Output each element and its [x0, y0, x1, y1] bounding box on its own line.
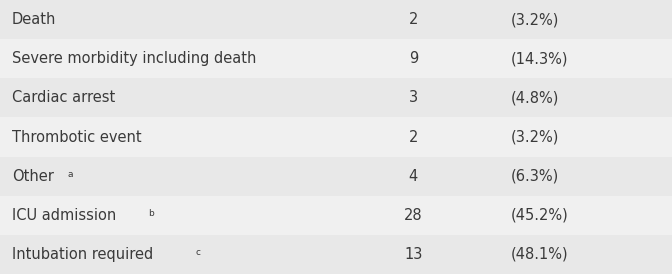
- Text: 28: 28: [404, 208, 423, 223]
- Bar: [0, 196, 672, 235]
- Text: (3.2%): (3.2%): [511, 130, 559, 144]
- Bar: [0, 156, 672, 196]
- Text: Death: Death: [12, 12, 56, 27]
- Text: (4.8%): (4.8%): [511, 90, 559, 105]
- Text: b: b: [148, 209, 154, 218]
- Text: Severe morbidity including death: Severe morbidity including death: [12, 51, 257, 66]
- Text: (14.3%): (14.3%): [511, 51, 569, 66]
- Text: 13: 13: [404, 247, 423, 262]
- Text: 2: 2: [409, 12, 418, 27]
- Text: 9: 9: [409, 51, 418, 66]
- Bar: [0, 0, 672, 39]
- Bar: [0, 118, 672, 156]
- Text: 4: 4: [409, 169, 418, 184]
- Text: Other: Other: [12, 169, 54, 184]
- Text: a: a: [67, 170, 73, 179]
- Text: (45.2%): (45.2%): [511, 208, 569, 223]
- Bar: [0, 235, 672, 274]
- Text: Thrombotic event: Thrombotic event: [12, 130, 142, 144]
- Text: 3: 3: [409, 90, 418, 105]
- Text: ICU admission: ICU admission: [12, 208, 116, 223]
- Text: (3.2%): (3.2%): [511, 12, 559, 27]
- Text: 2: 2: [409, 130, 418, 144]
- Text: Intubation required: Intubation required: [12, 247, 153, 262]
- Text: (48.1%): (48.1%): [511, 247, 569, 262]
- Bar: [0, 39, 672, 78]
- Bar: [0, 78, 672, 118]
- Text: Cardiac arrest: Cardiac arrest: [12, 90, 116, 105]
- Text: c: c: [196, 248, 201, 257]
- Text: (6.3%): (6.3%): [511, 169, 559, 184]
